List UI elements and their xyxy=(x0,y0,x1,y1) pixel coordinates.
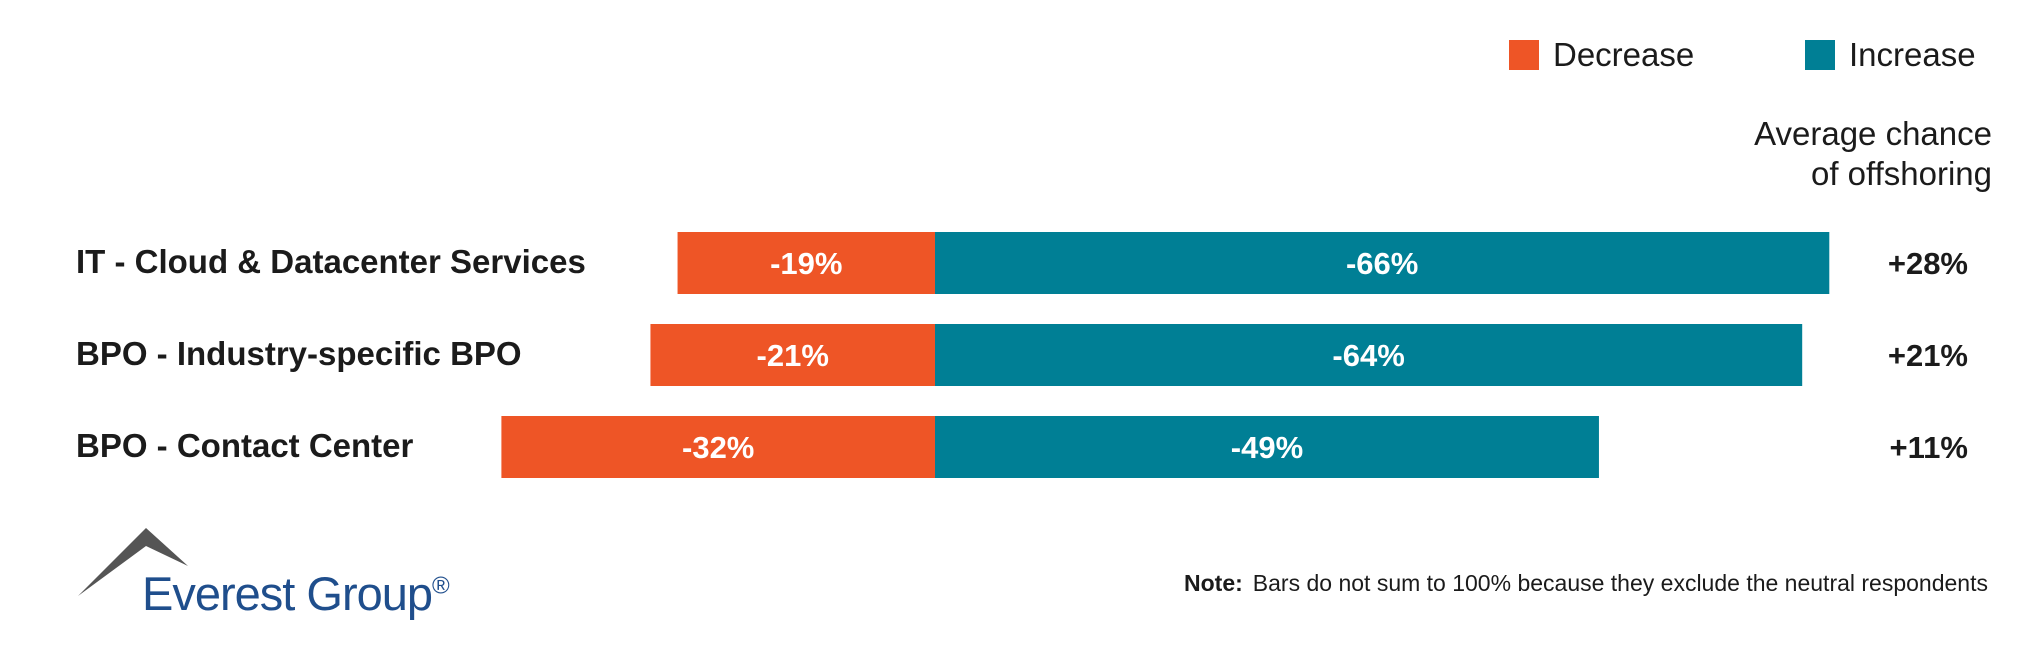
average-chance-2: +11% xyxy=(1890,430,1968,465)
legend-increase: Increase xyxy=(1805,36,1976,74)
legend-increase-swatch xyxy=(1805,40,1835,70)
roof-icon xyxy=(78,528,188,596)
average-chance-1: +21% xyxy=(1888,338,1968,373)
data-label-decrease-1: -21% xyxy=(757,338,829,373)
data-label-decrease-0: -19% xyxy=(770,246,842,281)
data-label-decrease-2: -32% xyxy=(682,430,754,465)
note-text: Bars do not sum to 100% because they exc… xyxy=(1252,570,1988,596)
bar-increase-0 xyxy=(935,232,1830,294)
everest-group-logo: Everest Group® xyxy=(78,528,450,628)
bar-increase-2 xyxy=(935,416,1599,478)
legend-decrease-label: Decrease xyxy=(1553,36,1695,73)
average-chance-header-line1: Average chance xyxy=(1754,115,1992,152)
footnote: Note: Bars do not sum to 100% because the… xyxy=(1184,570,1988,597)
bar-increase-1 xyxy=(935,324,1803,386)
legend-decrease: Decrease xyxy=(1509,36,1694,74)
category-label-2: BPO - Contact Center xyxy=(76,427,414,464)
logo-wordmark: Everest Group® xyxy=(142,566,450,621)
bar-decrease-1 xyxy=(650,324,935,386)
note-label: Note: xyxy=(1184,570,1243,596)
data-label-increase-1: -64% xyxy=(1332,338,1404,373)
category-label-0: IT - Cloud & Datacenter Services xyxy=(76,243,586,280)
legend-increase-label: Increase xyxy=(1849,36,1976,73)
data-label-increase-2: -49% xyxy=(1231,430,1303,465)
bar-decrease-2 xyxy=(501,416,935,478)
average-chance-0: +28% xyxy=(1888,246,1968,281)
average-chance-header-line2: of offshoring xyxy=(1810,155,1992,192)
legend-decrease-swatch xyxy=(1509,40,1539,70)
logo-registered-mark: ® xyxy=(432,572,450,600)
data-label-increase-0: -66% xyxy=(1346,246,1418,281)
logo-name: Everest Group xyxy=(142,567,433,620)
average-chance-header: Average chance of offshoring xyxy=(1672,114,1992,194)
category-label-1: BPO - Industry-specific BPO xyxy=(76,335,522,372)
bar-decrease-0 xyxy=(677,232,935,294)
